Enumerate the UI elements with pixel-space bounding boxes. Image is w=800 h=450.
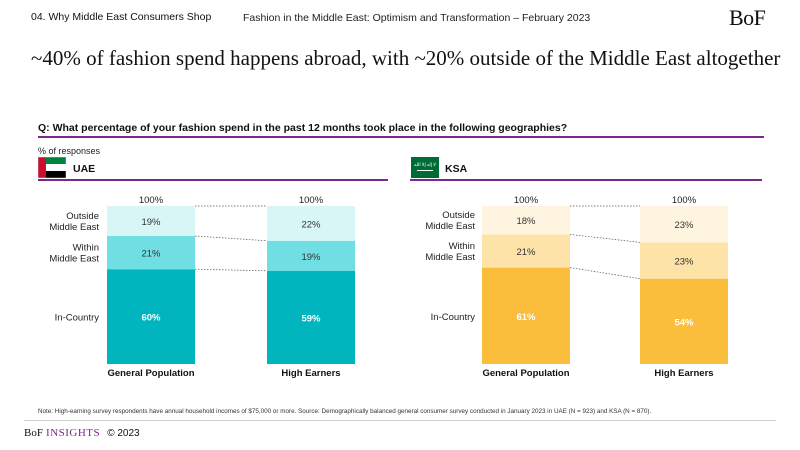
uae-bar-high-earners-within-middle-east	[267, 240, 355, 271]
uae-series-label-within: Within	[73, 243, 99, 254]
uae-value-label: 22%	[301, 219, 321, 230]
uae-value-label: 59%	[301, 313, 321, 324]
ksa-series-label-outside: Outside	[442, 210, 475, 221]
bof-logo: BoF	[729, 5, 766, 30]
ksa-category-label: High Earners	[654, 368, 713, 379]
uae-flag-icon	[38, 157, 66, 178]
page-headline: ~40% of fashion spend happens abroad, wi…	[31, 46, 781, 70]
footer: BoF INSIGHTS © 2023	[24, 427, 140, 439]
uae-bar-general-in-country	[107, 269, 195, 364]
question-divider	[38, 136, 764, 138]
ksa-flag-icon: لا إله إلا الله	[411, 157, 439, 178]
ksa-category-label: General Population	[482, 368, 569, 379]
ksa-bar-high-earners-in-country	[640, 278, 728, 364]
uae-total-label: 100%	[139, 195, 164, 206]
section-title: 04. Why Middle East Consumers Shop	[31, 11, 212, 23]
footnote: Note: High-earning survey respondents ha…	[38, 408, 652, 415]
footer-copyright: © 2023	[107, 428, 140, 439]
uae-total-label: 100%	[299, 195, 324, 206]
uae-bar-general-within-middle-east	[107, 236, 195, 270]
uae-connector-line	[194, 268, 268, 272]
ksa-divider	[410, 179, 762, 181]
footer-brand: BoF	[24, 427, 43, 439]
uae-value-label: 21%	[141, 249, 161, 260]
uae-series-label-within: Middle East	[49, 254, 99, 265]
uae-connector-line	[194, 235, 268, 242]
ksa-value-label: 23%	[674, 220, 694, 231]
uae-region-label: UAE	[73, 163, 96, 175]
ksa-region-label: KSA	[445, 163, 468, 175]
ksa-bar-general-outside-middle-east	[482, 206, 570, 235]
ksa-value-label: 54%	[674, 317, 694, 328]
ksa-series-label-within: Middle East	[425, 252, 475, 263]
uae-series-label-outside: Outside	[66, 211, 99, 222]
report-title: Fashion in the Middle East: Optimism and…	[243, 12, 591, 24]
ksa-total-label: 100%	[514, 195, 539, 206]
uae-value-label: 19%	[301, 252, 321, 263]
ksa-connector-line	[569, 234, 641, 243]
uae-series-label-incountry: In-Country	[55, 313, 100, 324]
uae-value-label: 19%	[141, 217, 161, 228]
uae-bar-general-outside-middle-east	[107, 206, 195, 237]
ksa-bar-high-earners-within-middle-east	[640, 242, 728, 279]
ksa-series-label-outside: Middle East	[425, 221, 475, 232]
ksa-series-label-incountry: In-Country	[431, 312, 476, 323]
survey-question: Q: What percentage of your fashion spend…	[38, 122, 568, 134]
uae-category-label: High Earners	[281, 368, 340, 379]
ksa-total-label: 100%	[672, 195, 697, 206]
ksa-value-label: 18%	[516, 216, 536, 227]
ksa-bar-general-within-middle-east	[482, 234, 570, 268]
unit-label: % of responses	[38, 146, 101, 156]
ksa-value-label: 21%	[516, 247, 536, 258]
ksa-connector-line	[569, 267, 641, 280]
uae-divider	[38, 179, 388, 181]
uae-bar-high-earners-outside-middle-east	[267, 206, 355, 241]
ksa-series-label-within: Within	[449, 241, 475, 252]
uae-bar-high-earners-in-country	[267, 270, 355, 364]
ksa-bar-general-in-country	[482, 267, 570, 364]
footer-insights: INSIGHTS	[46, 427, 101, 439]
uae-value-label: 60%	[141, 313, 161, 324]
ksa-flag-inscription: لا إله إلا الله	[414, 162, 436, 168]
uae-series-label-outside: Middle East	[49, 222, 99, 233]
ksa-value-label: 23%	[674, 257, 694, 268]
ksa-bar-high-earners-outside-middle-east	[640, 206, 728, 243]
uae-category-label: General Population	[107, 368, 194, 379]
footer-divider	[24, 420, 776, 421]
ksa-value-label: 61%	[516, 312, 536, 323]
